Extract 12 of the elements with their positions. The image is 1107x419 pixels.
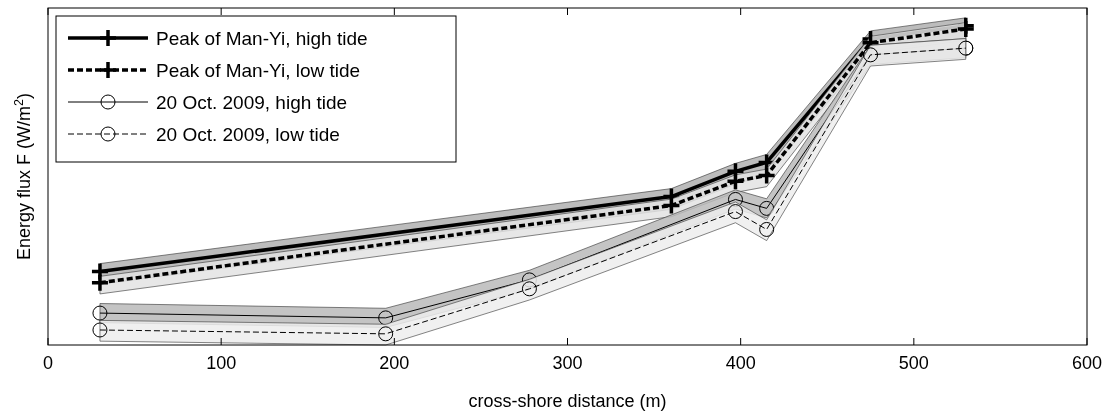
x-tick-label: 500 — [898, 353, 929, 373]
x-tick-label: 100 — [206, 353, 237, 373]
legend-label: Peak of Man-Yi, high tide — [156, 28, 368, 49]
x-tick-label: 300 — [552, 353, 583, 373]
x-tick-label: 600 — [1071, 353, 1103, 373]
x-tick-label: 0 — [42, 353, 54, 373]
legend-label: 20 Oct. 2009, low tide — [156, 124, 340, 145]
x-axis-title: cross-shore distance (m) — [468, 391, 667, 411]
legend-label: Peak of Man-Yi, low tide — [156, 60, 361, 81]
x-tick-label: 200 — [379, 353, 410, 373]
x-tick-label: 400 — [725, 353, 756, 373]
legend-label: 20 Oct. 2009, high tide — [156, 92, 348, 113]
